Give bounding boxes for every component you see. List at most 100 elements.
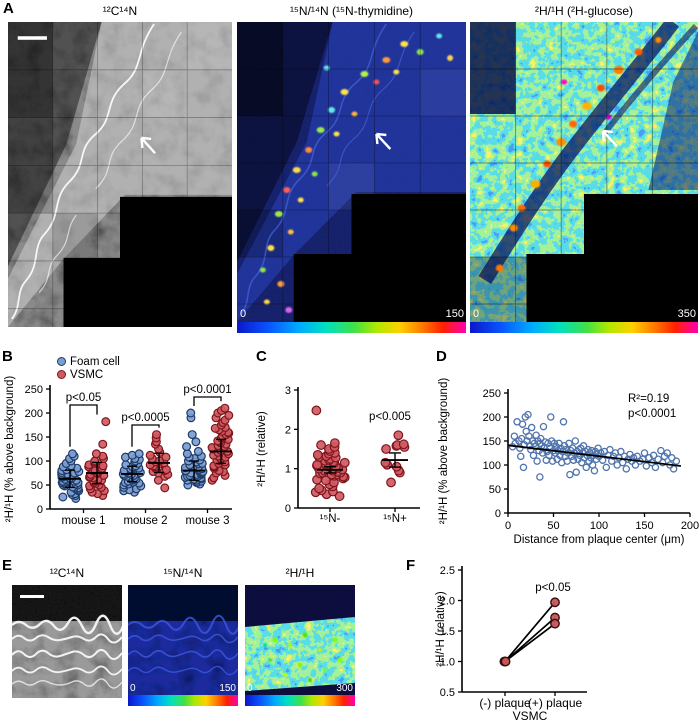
colorbar-e-2h1h-min: 0 [247, 683, 253, 694]
colorbar-a-15n14n [237, 322, 466, 333]
svg-text:p<0.05: p<0.05 [535, 582, 571, 594]
labeled-nuclei [259, 33, 454, 313]
svg-text:(-) plaque: (-) plaque [479, 696, 531, 710]
chart-d-scatter: 0 50 100 150 200 250 0 50 100 150 200 ²H/¹H (% abov… [438, 378, 699, 546]
colorbar-a-2h1h [470, 322, 698, 333]
image-title-15n14n: ¹⁵N/¹⁴N (¹⁵N-thymidine) [289, 4, 414, 18]
panel-label-f: F [406, 557, 416, 574]
tissue-texture [470, 22, 698, 322]
legend-label-vsmc: VSMC [70, 368, 104, 381]
svg-text:100: 100 [483, 460, 501, 472]
colorbar-a-15n14n-max: 150 [445, 308, 464, 320]
colorbar-e-15n14n-max: 150 [219, 683, 236, 694]
colorbar-e-2h1h [245, 695, 355, 706]
svg-text:(+) plaque: (+) plaque [528, 696, 583, 710]
svg-text:1: 1 [285, 464, 291, 476]
legend-row-foam: Foam cell [57, 355, 120, 368]
chart-c-scatter: 0 1 2 3 ²H/¹H (relative) ¹⁵N- ¹⁵N+ p<0.005 [256, 385, 420, 525]
svg-text:100: 100 [25, 456, 43, 468]
svg-text:2.5: 2.5 [440, 565, 455, 577]
svg-text:²H/¹H (% above background): ²H/¹H (% above background) [4, 376, 16, 523]
elastic-lamina-lines [128, 614, 238, 676]
microscopy-image-e-2h1h [245, 585, 355, 695]
microscopy-image-e-15n14n [128, 585, 238, 695]
chart-f-paired-lines: 0.5 1.0 1.5 2.0 2.5 ²H/¹H (relative) (-) plaqu… [435, 565, 587, 722]
mosaic-seams [8, 22, 232, 327]
colorbar-a-2h1h-min: 0 [473, 308, 480, 320]
colorbar-e-2h1h-max: 300 [336, 683, 353, 694]
black-step-tiles [63, 196, 232, 327]
svg-text:mouse 1: mouse 1 [61, 515, 105, 527]
tissue-texture [12, 585, 122, 625]
colorbar-a-2h1h-max: 350 [677, 308, 696, 320]
tissue-texture [128, 585, 238, 625]
panel-label-c: C [256, 348, 267, 365]
svg-text:p<0.0001: p<0.0001 [183, 384, 231, 396]
image-title-e-2h1h: ²H/¹H [285, 566, 315, 580]
svg-text:150: 150 [25, 432, 43, 444]
legend-foam-vsmc: Foam cell VSMC [57, 355, 120, 381]
svg-text:250: 250 [25, 384, 43, 396]
black-step-tiles [293, 194, 466, 322]
svg-text:100: 100 [590, 520, 608, 532]
image-title-2h1h: ²H/¹H (²H-glucose) [534, 4, 633, 18]
svg-text:¹⁵N-: ¹⁵N- [320, 513, 341, 525]
colorbar-a-15n14n-min: 0 [240, 308, 247, 320]
elastic-lamina-lines [11, 23, 182, 320]
svg-text:p<0.05: p<0.05 [66, 392, 102, 404]
svg-text:3: 3 [285, 385, 291, 397]
svg-text:0: 0 [495, 508, 501, 520]
svg-text:2: 2 [285, 424, 291, 436]
svg-text:¹⁵N+: ¹⁵N+ [383, 513, 407, 525]
svg-text:200: 200 [681, 520, 699, 532]
legend-row-vsmc: VSMC [57, 368, 120, 381]
elastic-lamina-lines [240, 23, 415, 315]
pointer-arrow [601, 129, 618, 147]
svg-text:p<0.0001: p<0.0001 [628, 408, 676, 420]
svg-text:0: 0 [37, 504, 43, 516]
foam-cell-marker [57, 357, 66, 366]
pointer-arrow [375, 132, 392, 150]
svg-text:150: 150 [635, 520, 653, 532]
svg-text:²H/¹H (relative): ²H/¹H (relative) [256, 411, 268, 487]
svg-text:Distance from plaque center (μ: Distance from plaque center (μm) [514, 534, 685, 546]
svg-text:mouse 2: mouse 2 [123, 515, 167, 527]
svg-text:²H/¹H (% above background): ²H/¹H (% above background) [438, 378, 450, 525]
svg-text:0.5: 0.5 [440, 687, 455, 699]
black-step-tiles [526, 194, 698, 322]
svg-text:50: 50 [547, 520, 559, 532]
image-title-e-12c14n: ¹²C¹⁴N [49, 566, 85, 580]
hotspots [263, 632, 343, 682]
svg-text:50: 50 [31, 480, 43, 492]
svg-text:²H/¹H (relative): ²H/¹H (relative) [435, 591, 447, 667]
svg-text:p<0.0005: p<0.0005 [121, 412, 169, 424]
svg-text:2.0: 2.0 [440, 596, 455, 608]
scale-bar [17, 36, 47, 40]
mosaic-seams [470, 22, 698, 322]
svg-text:p<0.005: p<0.005 [369, 411, 411, 423]
vsmc-marker [57, 370, 66, 379]
svg-text:VSMC: VSMC [513, 709, 548, 722]
scale-bar [20, 595, 44, 598]
mosaic-seams [237, 22, 466, 322]
pointer-arrow [140, 136, 156, 154]
elastic-lamina-lines [12, 614, 122, 689]
svg-text:0: 0 [285, 503, 291, 515]
image-title-e-15n14n: ¹⁵N/¹⁴N [163, 566, 203, 580]
svg-text:250: 250 [483, 388, 501, 400]
svg-text:1.0: 1.0 [440, 657, 455, 669]
svg-text:R²=0.19: R²=0.19 [628, 393, 669, 405]
chart-b-scatter: 0 50 100 150 200 250 ²H/¹H (% above background… [4, 376, 234, 527]
image-title-12c14n: ¹²C¹⁴N [102, 4, 138, 18]
microscopy-image-a-12c14n [8, 22, 232, 327]
panel-label-d: D [436, 348, 447, 365]
legend-label-foam: Foam cell [70, 355, 120, 368]
svg-text:1.5: 1.5 [440, 626, 455, 638]
hotspots [495, 37, 662, 272]
svg-text:200: 200 [25, 408, 43, 420]
svg-text:mouse 3: mouse 3 [185, 515, 229, 527]
svg-text:200: 200 [483, 412, 501, 424]
microscopy-image-a-15n14n [237, 22, 466, 322]
svg-text:50: 50 [489, 484, 501, 496]
